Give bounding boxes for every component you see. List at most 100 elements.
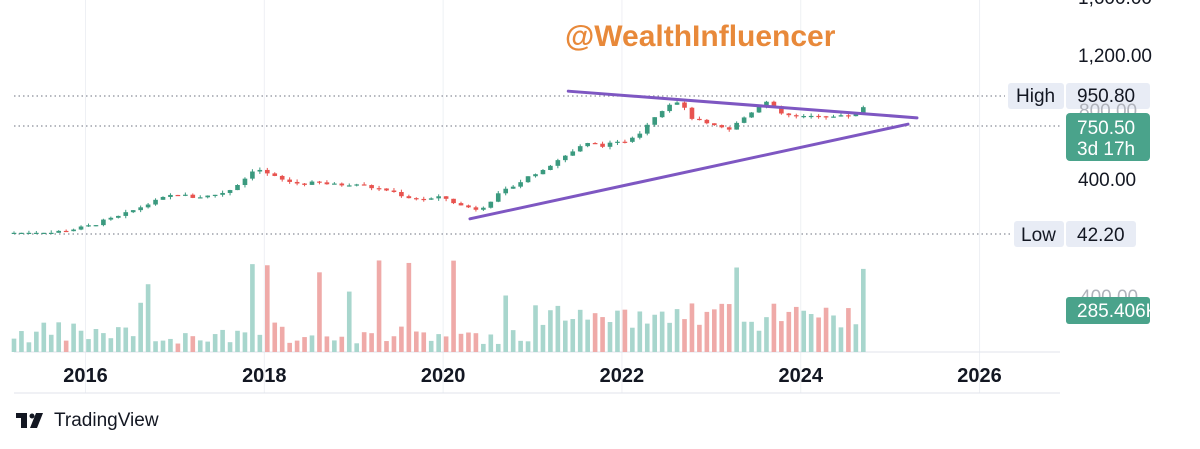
candle-body bbox=[190, 194, 196, 198]
volume-bar bbox=[786, 311, 792, 352]
candle-body bbox=[779, 106, 784, 114]
volume-bar bbox=[123, 327, 129, 352]
trendline[interactable] bbox=[566, 89, 919, 120]
volume-bar bbox=[71, 323, 76, 352]
volume-bar bbox=[481, 343, 486, 352]
candle-body bbox=[585, 143, 590, 147]
x-tick-label: 2022 bbox=[600, 365, 645, 387]
volume-bar bbox=[190, 336, 196, 352]
trendline[interactable] bbox=[468, 122, 910, 221]
candlestick-series[interactable] bbox=[11, 100, 866, 234]
volume-bar bbox=[548, 310, 553, 352]
candle-body bbox=[652, 117, 658, 125]
candle-body bbox=[540, 169, 546, 175]
candle-body bbox=[339, 183, 345, 186]
volume-bar bbox=[56, 322, 62, 352]
volume-bar bbox=[145, 284, 151, 352]
candle-body bbox=[115, 215, 121, 218]
candle-body bbox=[421, 198, 427, 201]
candle-body bbox=[93, 225, 99, 227]
candle-body bbox=[160, 196, 166, 200]
last-price-badge bbox=[1066, 113, 1150, 161]
volume-bar bbox=[11, 338, 17, 352]
candle-body bbox=[294, 181, 300, 184]
volume-bar bbox=[503, 295, 509, 352]
candle-body bbox=[317, 181, 322, 183]
candle-body bbox=[831, 116, 836, 118]
last-price-value: 750.50 bbox=[1077, 118, 1135, 139]
volume-bar bbox=[205, 341, 211, 352]
candle-body bbox=[428, 198, 434, 200]
volume-bar bbox=[160, 340, 166, 352]
price-axis[interactable]: 1,600.00 1,200.00 400.00 High 950.80 800… bbox=[1008, 0, 1159, 324]
volume-bar bbox=[257, 334, 263, 352]
trendlines[interactable] bbox=[468, 89, 919, 221]
volume-bar bbox=[451, 260, 456, 352]
candle-body bbox=[473, 207, 479, 210]
candle-body bbox=[823, 116, 829, 118]
candle-body bbox=[235, 185, 240, 191]
volume-bar bbox=[592, 313, 598, 352]
volume-bar bbox=[78, 330, 84, 352]
volume-bar bbox=[428, 340, 434, 352]
candle-body bbox=[518, 182, 523, 187]
candle-body bbox=[101, 219, 106, 226]
candle-body bbox=[853, 113, 859, 117]
price-tick-400: 400.00 bbox=[1078, 170, 1136, 191]
volume-bar bbox=[26, 342, 32, 352]
chart-grid bbox=[85, 0, 981, 393]
candle-body bbox=[846, 115, 851, 117]
low-value: 42.20 bbox=[1077, 225, 1125, 246]
candle-body bbox=[108, 217, 114, 220]
volume-bar bbox=[272, 322, 278, 352]
tradingview-brand[interactable]: TradingView bbox=[16, 408, 159, 434]
candle-body bbox=[771, 101, 777, 107]
candle-body bbox=[592, 143, 598, 145]
candle-body bbox=[443, 196, 449, 199]
volume-bar bbox=[242, 332, 248, 352]
volume-bar bbox=[555, 305, 561, 352]
volume-bar bbox=[183, 333, 188, 352]
candle-body bbox=[220, 192, 225, 195]
candle-body bbox=[145, 204, 151, 208]
volume-bar bbox=[376, 260, 382, 352]
volume-bar bbox=[287, 342, 292, 352]
volume-bar bbox=[838, 327, 844, 352]
candle-body bbox=[600, 143, 605, 147]
candle-body bbox=[786, 113, 792, 116]
candle-body bbox=[615, 141, 620, 143]
candle-body bbox=[183, 194, 188, 196]
x-tick-label: 2026 bbox=[957, 365, 1002, 387]
candle-body bbox=[34, 232, 39, 234]
x-tick-label: 2016 bbox=[63, 365, 108, 387]
candle-body bbox=[525, 176, 531, 183]
high-value-badge bbox=[1066, 83, 1150, 109]
volume-bar bbox=[756, 330, 762, 352]
volume-bar bbox=[279, 326, 285, 352]
candle-body bbox=[309, 181, 315, 185]
candle-body bbox=[563, 155, 568, 161]
volume-bar bbox=[719, 303, 725, 352]
candle-body bbox=[838, 115, 844, 117]
volume-bar bbox=[533, 305, 538, 352]
volume-bar bbox=[317, 272, 322, 352]
candle-body bbox=[41, 232, 47, 234]
volume-bar bbox=[130, 336, 136, 352]
volume-bar bbox=[466, 332, 471, 352]
volume-bar bbox=[138, 302, 143, 352]
candle-body bbox=[138, 207, 143, 211]
volume-bar bbox=[406, 262, 412, 352]
volume-bar bbox=[734, 267, 739, 352]
candle-body bbox=[227, 190, 233, 193]
volume-bar bbox=[93, 329, 99, 352]
candle-body bbox=[577, 146, 583, 152]
volume-value: 285.406K bbox=[1077, 301, 1159, 322]
time-axis[interactable]: 2016 2018 2020 2022 2024 2026 bbox=[63, 365, 1002, 387]
volume-bar bbox=[540, 324, 546, 352]
x-tick-label: 2018 bbox=[242, 365, 287, 387]
candle-body bbox=[481, 207, 486, 210]
volume-bar bbox=[525, 341, 531, 352]
candle-body bbox=[704, 119, 710, 124]
volume-bars bbox=[11, 260, 866, 352]
